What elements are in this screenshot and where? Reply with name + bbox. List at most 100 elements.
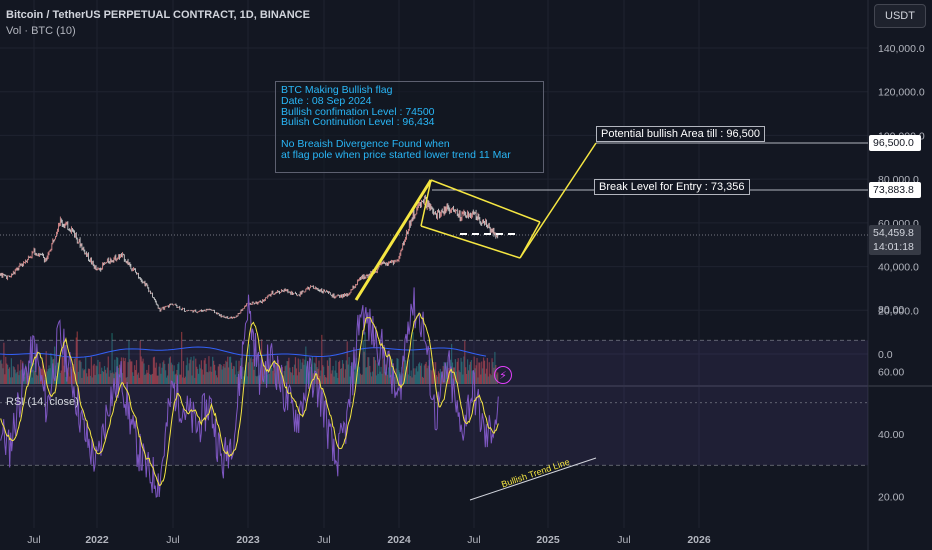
volume-bar: [407, 374, 409, 384]
volume-bar: [187, 370, 189, 384]
volume-bar: [245, 358, 248, 384]
flag-pole: [354, 179, 433, 301]
volume-bar: [317, 368, 319, 384]
volume-bar: [13, 367, 15, 384]
volume-bar: [347, 364, 349, 384]
volume-bar: [206, 371, 208, 384]
volume-bar: [451, 343, 453, 384]
volume-bar: [488, 362, 490, 384]
volume-bar: [217, 366, 219, 384]
volume-bar: [476, 358, 478, 384]
volume-bar: [175, 373, 177, 384]
volume-bar: [481, 361, 483, 384]
volume-bar: [477, 377, 479, 384]
volume-bar: [378, 359, 380, 384]
volume-bar: [199, 368, 202, 384]
volume-bar: [286, 361, 288, 384]
volume-bar: [454, 359, 456, 384]
currency-button[interactable]: USDT: [874, 4, 926, 28]
volume-bar: [428, 359, 430, 384]
volume-bar: [300, 368, 302, 384]
time-axis-tick: Jul: [166, 534, 179, 546]
volume-bar: [337, 377, 339, 384]
volume-bar: [89, 375, 92, 384]
potential-area-label[interactable]: Potential bullish Area till : 96,500: [596, 126, 765, 142]
volume-bar: [256, 376, 258, 384]
volume-bar: [164, 363, 166, 384]
volume-bar: [229, 356, 231, 384]
volume-bar: [14, 369, 16, 384]
volume-bar: [432, 368, 434, 384]
volume-bar: [301, 362, 303, 384]
volume-bar: [1, 363, 3, 384]
volume-bar: [112, 372, 114, 384]
rsi-axis-tick: 20.00: [878, 492, 904, 504]
volume-bar: [51, 357, 53, 384]
symbol-title[interactable]: Bitcoin / TetherUS PERPETUAL CONTRACT, 1…: [6, 9, 310, 21]
volume-bar: [236, 376, 238, 384]
volume-bar: [172, 371, 174, 384]
volume-bar: [291, 372, 293, 384]
volume-bar: [77, 371, 79, 384]
volume-bar: [420, 363, 423, 384]
volume-bar: [148, 364, 150, 384]
volume-bar: [152, 357, 155, 384]
volume-bar: [363, 351, 365, 384]
volume-bar: [171, 364, 173, 384]
volume-bar: [249, 358, 251, 384]
volume-bar: [403, 357, 406, 384]
volume-bar: [321, 334, 323, 384]
volume-bar: [471, 370, 473, 384]
volume-bar: [299, 359, 301, 384]
time-axis-tick: Jul: [317, 534, 330, 546]
lightning-icon[interactable]: ⚡: [494, 366, 512, 384]
volume-bar: [489, 373, 491, 384]
volume-bar: [490, 375, 492, 384]
rsi-indicator-label[interactable]: RSI (14, close): [6, 396, 79, 408]
volume-bar: [181, 331, 183, 384]
volume-bar: [329, 357, 331, 384]
volume-bar: [75, 337, 77, 384]
volume-bar: [24, 364, 27, 384]
volume-bar: [475, 365, 477, 384]
volume-bar: [38, 366, 40, 384]
volume-bar: [278, 365, 281, 384]
volume-bar: [405, 366, 408, 384]
analysis-note-box[interactable]: BTC Making Bullish flag Date : 08 Sep 20…: [275, 81, 544, 173]
break-level-label[interactable]: Break Level for Entry : 73,356: [594, 179, 750, 195]
volume-bar: [213, 360, 215, 384]
volume-bar: [361, 374, 363, 384]
volume-bar: [272, 370, 274, 384]
volume-bar: [198, 364, 201, 384]
volume-bar: [57, 362, 60, 384]
volume-bar: [377, 373, 379, 384]
volume-bar: [209, 371, 211, 384]
volume-bar: [303, 364, 305, 384]
volume-bar: [359, 373, 361, 384]
volume-bar: [357, 363, 360, 384]
volume-bar: [174, 374, 176, 384]
volume-bar: [246, 376, 249, 384]
volume-bar: [414, 374, 416, 384]
volume-bar: [71, 366, 74, 384]
volume-bar: [101, 367, 103, 384]
volume-bar: [423, 365, 425, 384]
volume-bar: [12, 366, 14, 384]
volume-bar: [396, 358, 398, 384]
volume-bar: [250, 357, 252, 384]
volume-bar: [491, 358, 493, 384]
volume-bar: [103, 366, 106, 384]
volume-bar: [37, 375, 39, 384]
volume-bar: [383, 359, 385, 384]
volume-bar: [360, 374, 362, 384]
volume-bar: [247, 362, 250, 384]
volume-bar: [137, 372, 139, 384]
volume-bar: [402, 373, 404, 384]
volume-bar: [224, 367, 226, 384]
volume-bar: [435, 374, 438, 384]
volume-bar: [342, 363, 345, 384]
volume-bar: [469, 361, 472, 384]
volume-indicator-label[interactable]: Vol · BTC (10): [6, 25, 76, 37]
volume-bar: [372, 371, 374, 384]
volume-bar: [336, 372, 338, 384]
